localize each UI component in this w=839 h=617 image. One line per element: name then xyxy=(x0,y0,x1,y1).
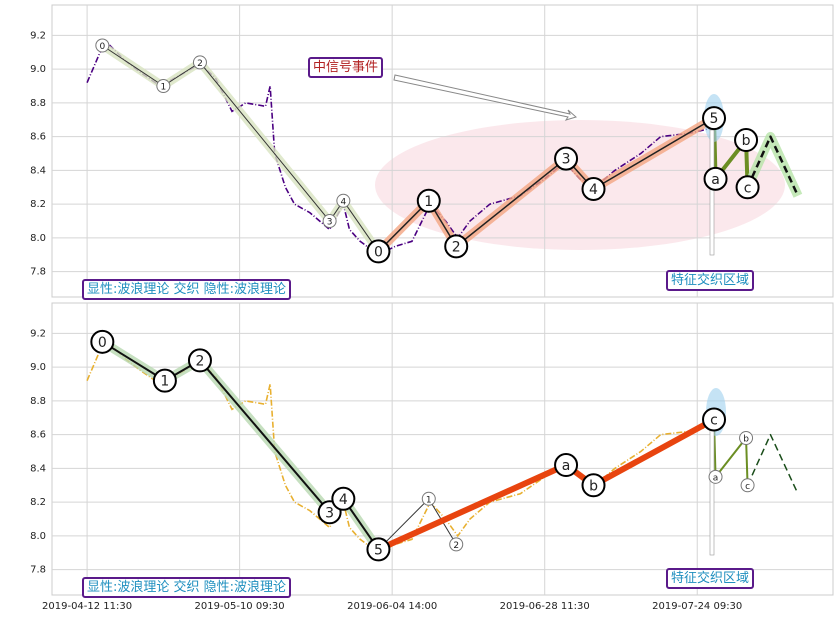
wave-label: 0 xyxy=(99,42,105,52)
wave-point xyxy=(152,368,177,393)
wave-line xyxy=(713,419,749,486)
wave-label: 5 xyxy=(710,111,719,127)
wave-point xyxy=(554,453,579,478)
wave-point xyxy=(581,176,606,201)
wave-label: 5 xyxy=(374,542,383,558)
y-tick-label: 8.0 xyxy=(30,233,46,244)
wave-point xyxy=(331,486,356,511)
y-tick-label: 8.2 xyxy=(30,497,46,508)
x-tick-label: 2019-05-10 09:30 xyxy=(195,601,285,612)
wave-point xyxy=(95,38,110,53)
y-tick-label: 8.8 xyxy=(30,98,46,109)
note: 显性:波浪理论 交织 隐性:波浪理论 xyxy=(82,279,292,300)
wave-point xyxy=(187,348,212,373)
wave-label: 3 xyxy=(325,505,334,521)
wave-point xyxy=(703,166,728,191)
wave-point xyxy=(702,106,727,131)
wave-line xyxy=(746,433,799,495)
wave-label: 2 xyxy=(452,239,461,255)
y-tick-label: 9.0 xyxy=(30,64,46,75)
wave-point xyxy=(554,146,579,171)
wave-line xyxy=(712,118,750,188)
wave-point xyxy=(740,478,755,493)
wave-point xyxy=(735,175,760,200)
x-tick-label: 2019-06-04 14:00 xyxy=(347,601,437,612)
wave-point xyxy=(90,329,115,354)
y-tick-label: 9.2 xyxy=(30,328,46,339)
wave-point xyxy=(449,537,464,552)
wave-label: 2 xyxy=(196,353,205,369)
y-tick-label: 8.0 xyxy=(30,531,46,542)
wave-point xyxy=(739,431,754,446)
wave-label: b xyxy=(743,435,749,445)
wave-label: 2 xyxy=(197,59,203,69)
wave-label: b xyxy=(589,478,598,494)
wave-point xyxy=(366,537,391,562)
event-arrow xyxy=(393,74,578,121)
wave-point xyxy=(702,407,727,432)
x-tick-label: 2019-07-24 09:30 xyxy=(652,601,742,612)
y-tick-label: 9.2 xyxy=(30,30,46,41)
wave-point xyxy=(708,469,723,484)
wave-label: 4 xyxy=(340,197,346,207)
wave-label: 0 xyxy=(374,244,383,260)
wave-point xyxy=(734,128,759,153)
y-tick-label: 8.4 xyxy=(30,463,46,474)
wave-label: 1 xyxy=(426,495,432,505)
y-tick-label: 7.8 xyxy=(30,267,46,278)
wave-label: c xyxy=(710,412,718,428)
wave-point xyxy=(192,55,207,70)
note: 特征交织区域 xyxy=(666,270,755,291)
wave-label: 4 xyxy=(339,492,348,508)
wave-label: 0 xyxy=(98,335,107,351)
y-tick-label: 8.6 xyxy=(30,132,46,143)
x-tick-label: 2019-04-12 11:30 xyxy=(42,601,132,612)
wave-label: 1 xyxy=(424,194,433,210)
wave-label: c xyxy=(745,482,750,492)
y-tick-label: 8.2 xyxy=(30,199,46,210)
note: 显性:波浪理论 交织 隐性:波浪理论 xyxy=(82,577,292,598)
y-tick-label: 8.6 xyxy=(30,430,46,441)
y-tick-label: 8.8 xyxy=(30,396,46,407)
wave-point xyxy=(156,79,171,94)
x-tick-label: 2019-06-28 11:30 xyxy=(500,601,590,612)
wave-point xyxy=(444,234,469,259)
wave-point xyxy=(366,239,391,264)
zone-bar xyxy=(709,424,715,556)
zone-bar xyxy=(709,129,715,256)
wave-label: c xyxy=(744,180,752,196)
wave-label: 4 xyxy=(589,182,598,198)
wave-point xyxy=(421,491,436,506)
wave-point xyxy=(322,214,337,229)
wave-label: 3 xyxy=(562,152,571,168)
note: 特征交织区域 xyxy=(666,568,755,589)
wave-line xyxy=(746,135,800,197)
wave-line xyxy=(102,45,379,252)
wave-point xyxy=(336,193,351,208)
y-tick-label: 7.8 xyxy=(30,565,46,576)
y-tick-label: 8.4 xyxy=(30,165,46,176)
overlay: 012340012345abc01234512abcabc xyxy=(90,38,760,562)
wave-label: a xyxy=(713,473,719,483)
wave-label: 3 xyxy=(327,218,333,228)
y-tick-label: 9.0 xyxy=(30,362,46,373)
wave-label: b xyxy=(742,133,751,149)
wave-label: 2 xyxy=(453,541,459,551)
event-label: 中信号事件 xyxy=(308,57,384,78)
wave-label: 1 xyxy=(160,83,166,93)
wave-label: 1 xyxy=(160,374,169,390)
wave-label: a xyxy=(562,458,571,474)
wave-label: a xyxy=(711,172,720,188)
bottom-panel xyxy=(51,302,834,596)
wave-point xyxy=(581,473,606,498)
wave-point xyxy=(416,188,441,213)
highlight-zone xyxy=(375,120,785,250)
wave-line xyxy=(377,416,716,553)
